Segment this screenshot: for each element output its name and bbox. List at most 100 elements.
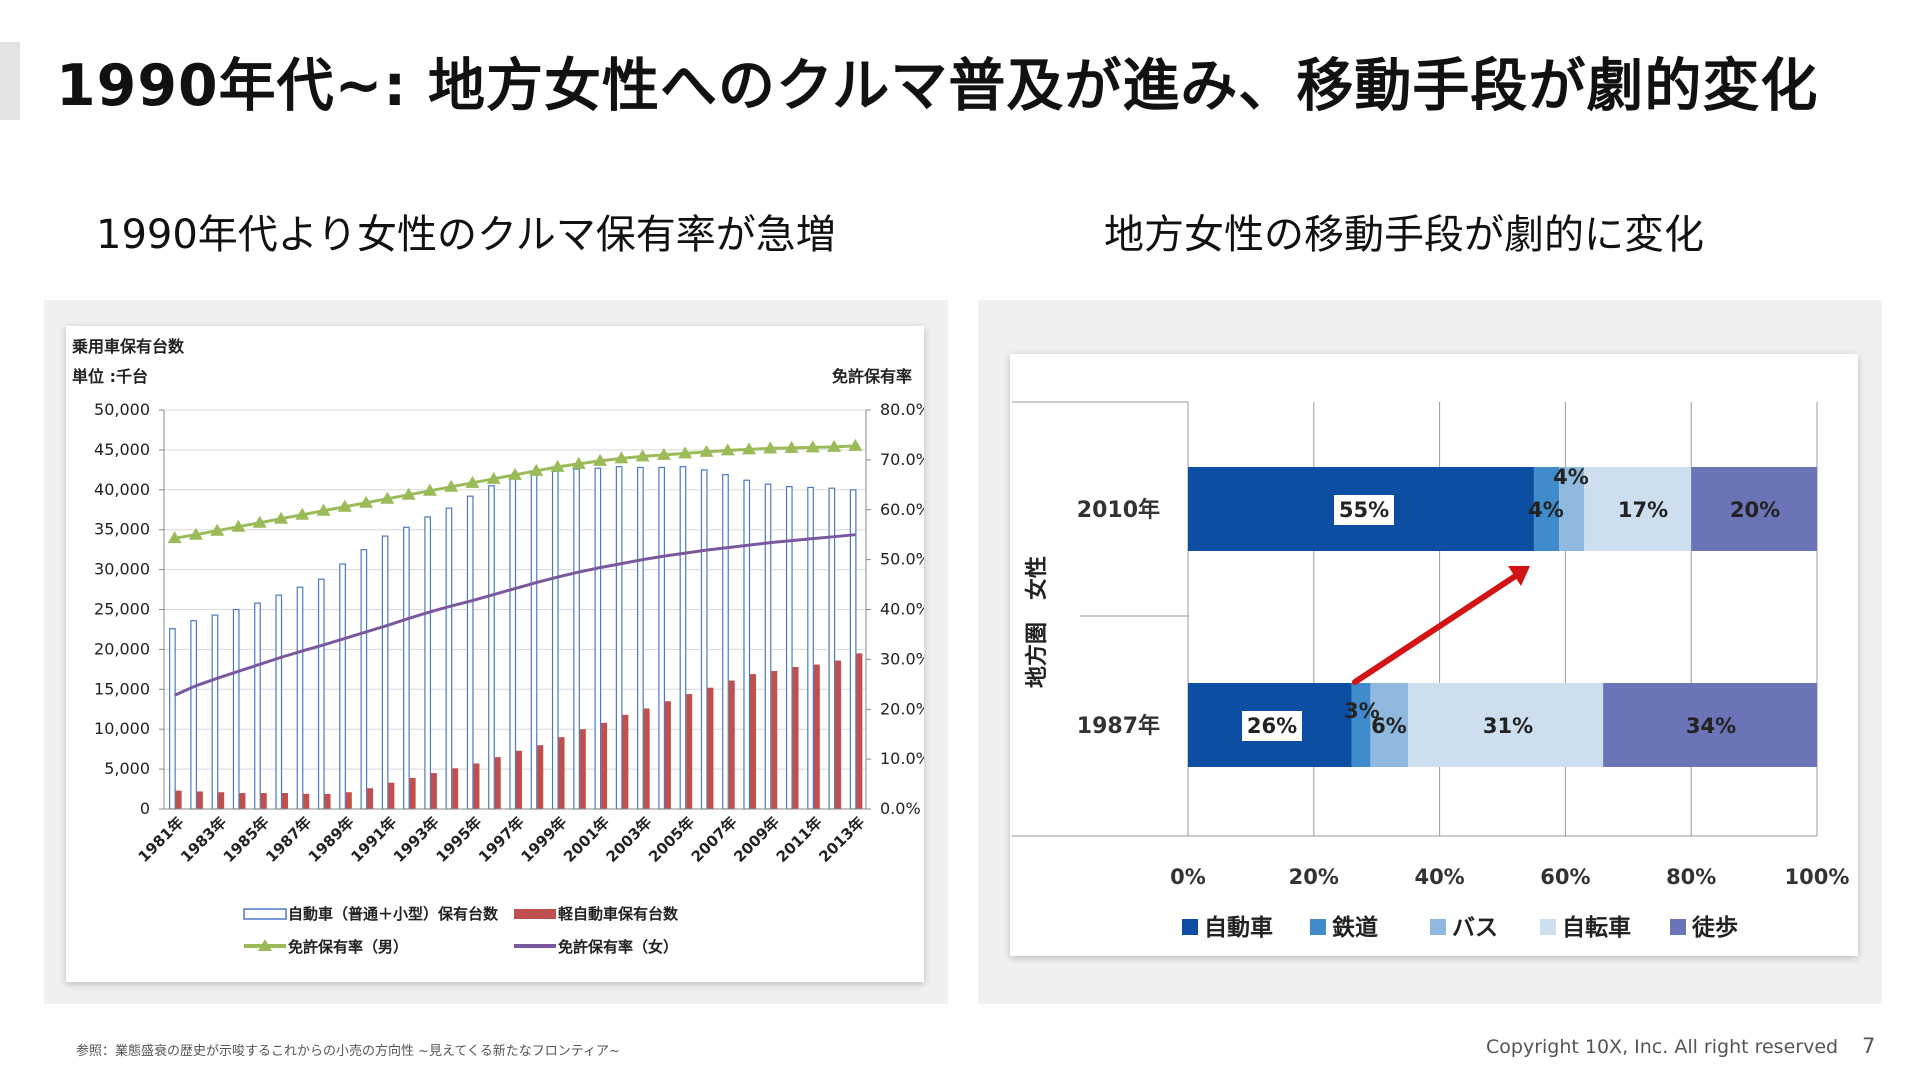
x-tick-label: 2007年 bbox=[688, 813, 741, 866]
male-license-marker bbox=[805, 440, 820, 453]
ordinary-car-bar bbox=[169, 628, 176, 810]
x-tick-label: 20% bbox=[1289, 865, 1339, 889]
y-right-tick-label: 50.0% bbox=[880, 550, 924, 569]
kei-car-bar bbox=[643, 708, 650, 809]
chart1-unit-label: 単位 :千台 bbox=[72, 367, 148, 386]
ordinary-car-bar bbox=[466, 495, 474, 810]
male-license-marker bbox=[529, 463, 544, 476]
kei-car-bar bbox=[558, 737, 565, 809]
ordinary-car-bar bbox=[254, 602, 261, 810]
data-label: 26% bbox=[1247, 714, 1297, 738]
male-license-marker bbox=[422, 483, 437, 496]
y-right-tick-label: 10.0% bbox=[880, 749, 924, 768]
male-license-marker bbox=[359, 495, 374, 508]
x-tick-label: 1981年 bbox=[135, 813, 188, 866]
data-label: 3% bbox=[1344, 699, 1380, 723]
kei-car-bar bbox=[494, 757, 501, 809]
ordinary-car-bar bbox=[509, 478, 517, 810]
male-license-marker bbox=[210, 523, 225, 536]
male-license-marker bbox=[231, 519, 246, 532]
y-left-tick-label: 25,000 bbox=[94, 600, 150, 619]
x-tick-label: 1997年 bbox=[475, 813, 528, 866]
x-tick-label: 2003年 bbox=[603, 813, 656, 866]
male-license-marker bbox=[763, 441, 778, 454]
ordinary-car-bar bbox=[275, 594, 283, 810]
male-license-marker bbox=[252, 515, 267, 528]
male-license-marker bbox=[401, 487, 416, 500]
male-license-marker bbox=[380, 491, 395, 504]
kei-car-bar bbox=[430, 773, 437, 809]
y-left-tick-label: 30,000 bbox=[94, 560, 150, 579]
ordinary-car-bar bbox=[211, 614, 219, 810]
y-left-tick-label: 40,000 bbox=[94, 480, 150, 499]
x-tick-label: 60% bbox=[1540, 865, 1590, 889]
male-license-marker bbox=[656, 447, 671, 460]
left-subtitle: 1990年代より女性のクルマ保有率が急増 bbox=[96, 212, 836, 258]
kei-car-bar bbox=[856, 653, 863, 809]
kei-car-bar bbox=[388, 782, 395, 809]
copyright: Copyright 10X, Inc. All right reserved bbox=[1486, 1036, 1839, 1058]
female-license-line bbox=[174, 533, 856, 697]
legend-label: バス bbox=[1452, 915, 1498, 941]
kei-car-bar bbox=[367, 788, 374, 809]
kei-car-bar bbox=[601, 722, 608, 809]
modal-share-chart: 55% 4% 4% 17% 20% 26% 3%6% 31% 34% 2010年 1987年 0%… bbox=[1012, 401, 1849, 941]
male-license-marker bbox=[486, 471, 501, 484]
x-tick-label: 2009年 bbox=[730, 813, 783, 866]
data-label: 4% bbox=[1553, 465, 1589, 489]
x-tick-label: 1991年 bbox=[347, 813, 400, 866]
kei-car-bar bbox=[537, 745, 544, 809]
x-tick-label: 2001年 bbox=[560, 813, 613, 866]
kei-car-bar bbox=[473, 763, 480, 809]
arrow-shaft bbox=[1352, 572, 1520, 685]
legend-female-label: 免許保有率（女） bbox=[558, 938, 678, 956]
data-label: 6% bbox=[1371, 714, 1407, 738]
legend-swatch bbox=[1670, 919, 1686, 935]
x-tick-label: 0% bbox=[1170, 865, 1206, 889]
chart2-categories: 2010年 1987年 bbox=[1077, 497, 1160, 739]
right-chart-card: 55% 4% 4% 17% 20% 26% 3% 6% 31% 34% 2010年 1987年 0%… bbox=[1010, 354, 1858, 956]
kei-car-bar bbox=[728, 680, 735, 809]
ordinary-car-bar bbox=[700, 469, 708, 810]
legend-swatch bbox=[1310, 919, 1326, 935]
y-right-tick-label: 40.0% bbox=[880, 600, 924, 619]
male-license-marker bbox=[444, 479, 459, 492]
chart1-right-axis-title: 免許保有率 bbox=[832, 367, 912, 386]
stacked-segment-徒歩 bbox=[1691, 467, 1817, 551]
male-license-marker bbox=[635, 449, 650, 462]
y-right-tick-label: 60.0% bbox=[880, 500, 924, 519]
y-left-tick-label: 0 bbox=[140, 799, 150, 818]
y-left-tick-label: 5,000 bbox=[104, 759, 150, 778]
male-license-marker bbox=[827, 439, 842, 452]
stacked-segment-バス bbox=[1370, 683, 1409, 767]
chart2-bars: 55% 4% 4% 17% 20% 26% 3%6% 31% 34% bbox=[1188, 465, 1817, 767]
ordinary-car-bar bbox=[403, 526, 410, 810]
y-left-tick-label: 35,000 bbox=[94, 520, 150, 539]
male-license-marker bbox=[508, 467, 522, 480]
stacked-segment-バス bbox=[1559, 467, 1585, 551]
male-license-marker bbox=[720, 443, 735, 456]
legend-male-marker bbox=[258, 939, 272, 951]
y-right-tick-label: 20.0% bbox=[880, 699, 924, 718]
ordinary-car-bar bbox=[530, 473, 538, 810]
kei-car-bar bbox=[218, 792, 225, 809]
chart1-bars bbox=[169, 466, 863, 810]
male-license-marker bbox=[614, 451, 629, 464]
legend-kei-swatch bbox=[514, 909, 556, 919]
ordinary-car-bar bbox=[722, 474, 729, 810]
y-right-tick-label: 0.0% bbox=[880, 799, 921, 818]
y-left-tick-label: 10,000 bbox=[94, 719, 150, 738]
ordinary-car-bar bbox=[849, 489, 857, 810]
kei-car-bar bbox=[835, 660, 842, 809]
ordinary-car-bar bbox=[658, 466, 666, 810]
x-tick-label: 1995年 bbox=[432, 813, 485, 866]
chart1-right-axis: 80.0% 70.0% 60.0% 50.0% 40.0% 30.0% 20.0% 10.0%… bbox=[865, 400, 924, 818]
ordinary-car-bar bbox=[488, 485, 495, 810]
kei-car-bar bbox=[622, 714, 629, 809]
x-tick-label: 1999年 bbox=[518, 813, 571, 866]
chart2-y-axis-label: 地方圏 女性 bbox=[1024, 556, 1050, 688]
male-license-marker bbox=[337, 499, 352, 512]
x-tick-label: 40% bbox=[1414, 865, 1464, 889]
ordinary-car-bar bbox=[615, 466, 623, 810]
arrow-head bbox=[1508, 566, 1530, 586]
